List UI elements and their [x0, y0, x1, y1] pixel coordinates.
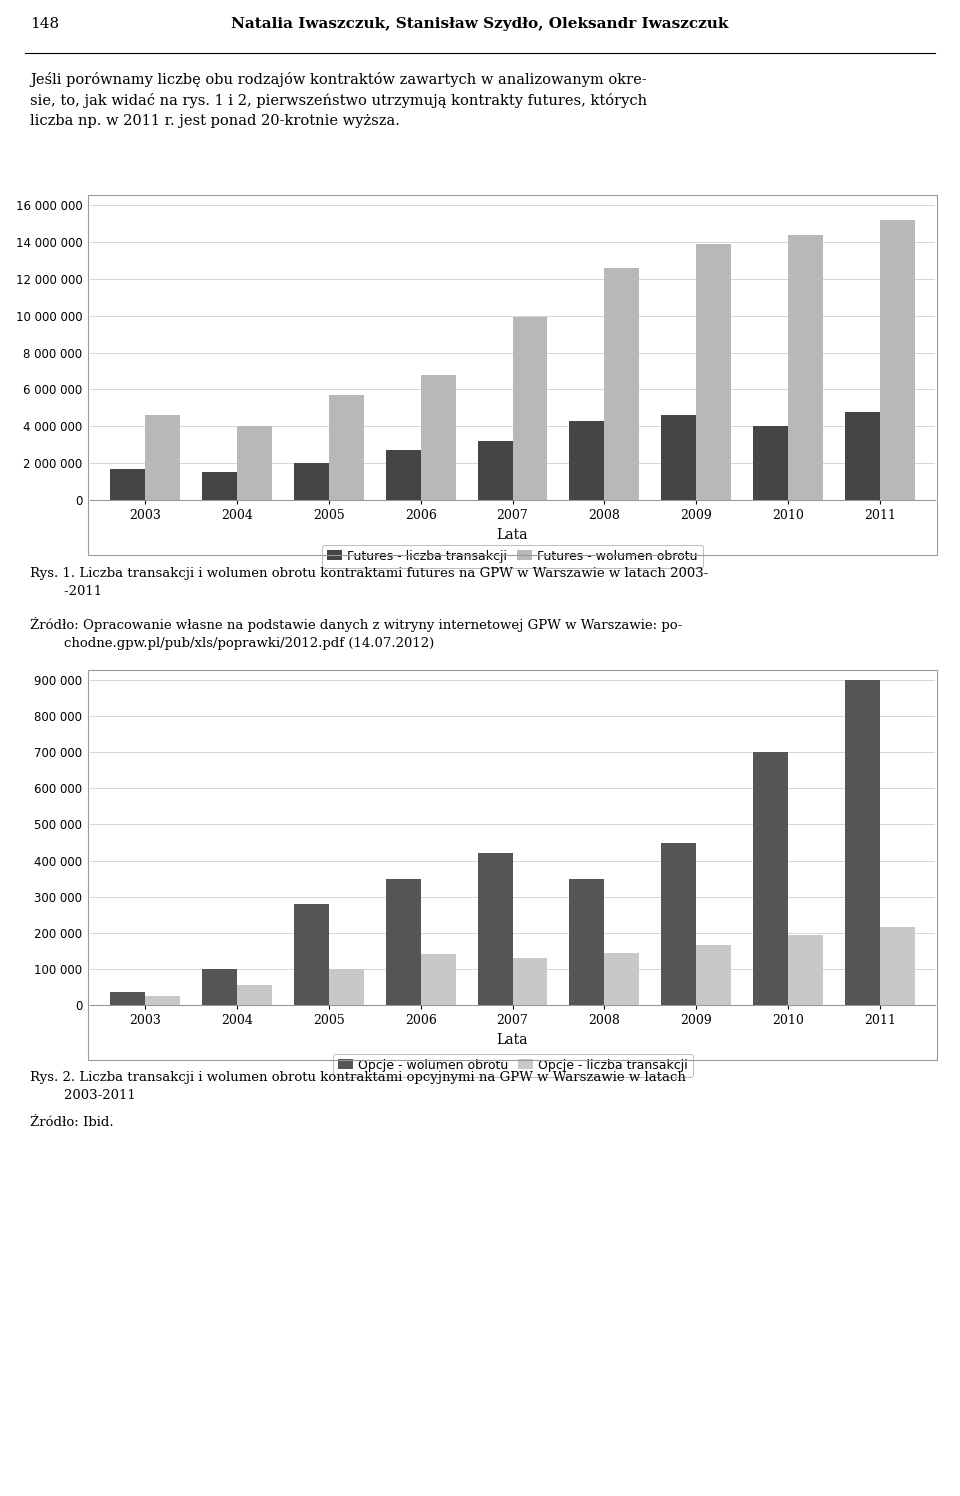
Text: Źródło: Ibid.: Źródło: Ibid. — [30, 1116, 113, 1128]
Bar — [605, 268, 639, 500]
Bar — [661, 416, 696, 500]
Legend: Opcje - wolumen obrotu, Opcje - liczba transakcji: Opcje - wolumen obrotu, Opcje - liczba t… — [332, 1053, 692, 1077]
Bar — [145, 996, 180, 1005]
Bar — [477, 441, 513, 500]
Text: Rys. 1. Liczba transakcji i wolumen obrotu kontraktami futures na GPW w Warszawi: Rys. 1. Liczba transakcji i wolumen obro… — [30, 567, 708, 598]
Bar — [569, 878, 605, 1005]
Bar — [696, 244, 732, 500]
Bar — [110, 992, 145, 1005]
Bar — [237, 986, 272, 1005]
Legend: Futures - liczba transakcji, Futures - wolumen obrotu: Futures - liczba transakcji, Futures - w… — [323, 545, 703, 567]
Bar — [569, 420, 605, 500]
Bar — [788, 235, 823, 500]
Bar — [329, 969, 364, 1005]
Bar — [754, 752, 788, 1005]
Bar — [202, 473, 237, 500]
Text: Natalia Iwaszczuk, Stanisław Szydło, Oleksandr Iwaszczuk: Natalia Iwaszczuk, Stanisław Szydło, Ole… — [231, 16, 729, 31]
Bar — [294, 904, 329, 1005]
Bar — [386, 450, 420, 500]
Bar — [202, 969, 237, 1005]
Bar — [329, 395, 364, 500]
Bar — [880, 220, 915, 500]
Bar — [605, 953, 639, 1005]
Text: Źródło: Opracowanie własne na podstawie danych z witryny internetowej GPW w Wars: Źródło: Opracowanie własne na podstawie … — [30, 618, 683, 651]
Bar — [237, 426, 272, 500]
Text: Jeśli porównamy liczbę obu rodzajów kontraktów zawartych w analizowanym okre-
si: Jeśli porównamy liczbę obu rodzajów kont… — [30, 72, 647, 127]
Bar — [696, 945, 732, 1005]
Bar — [386, 878, 420, 1005]
Text: Rys. 2. Liczba transakcji i wolumen obrotu kontraktami opcyjnymi na GPW w Warsza: Rys. 2. Liczba transakcji i wolumen obro… — [30, 1071, 685, 1103]
Bar — [294, 464, 329, 500]
Bar — [513, 957, 547, 1005]
Bar — [420, 374, 456, 500]
Bar — [513, 317, 547, 500]
Bar — [477, 853, 513, 1005]
Bar — [754, 426, 788, 500]
X-axis label: Lata: Lata — [496, 1032, 528, 1047]
Text: 148: 148 — [30, 16, 60, 31]
Bar — [420, 954, 456, 1005]
Bar — [145, 416, 180, 500]
Bar — [788, 935, 823, 1005]
Bar — [880, 928, 915, 1005]
Bar — [110, 468, 145, 500]
Bar — [845, 681, 880, 1005]
Bar — [845, 411, 880, 500]
X-axis label: Lata: Lata — [496, 528, 528, 542]
Bar — [661, 842, 696, 1005]
